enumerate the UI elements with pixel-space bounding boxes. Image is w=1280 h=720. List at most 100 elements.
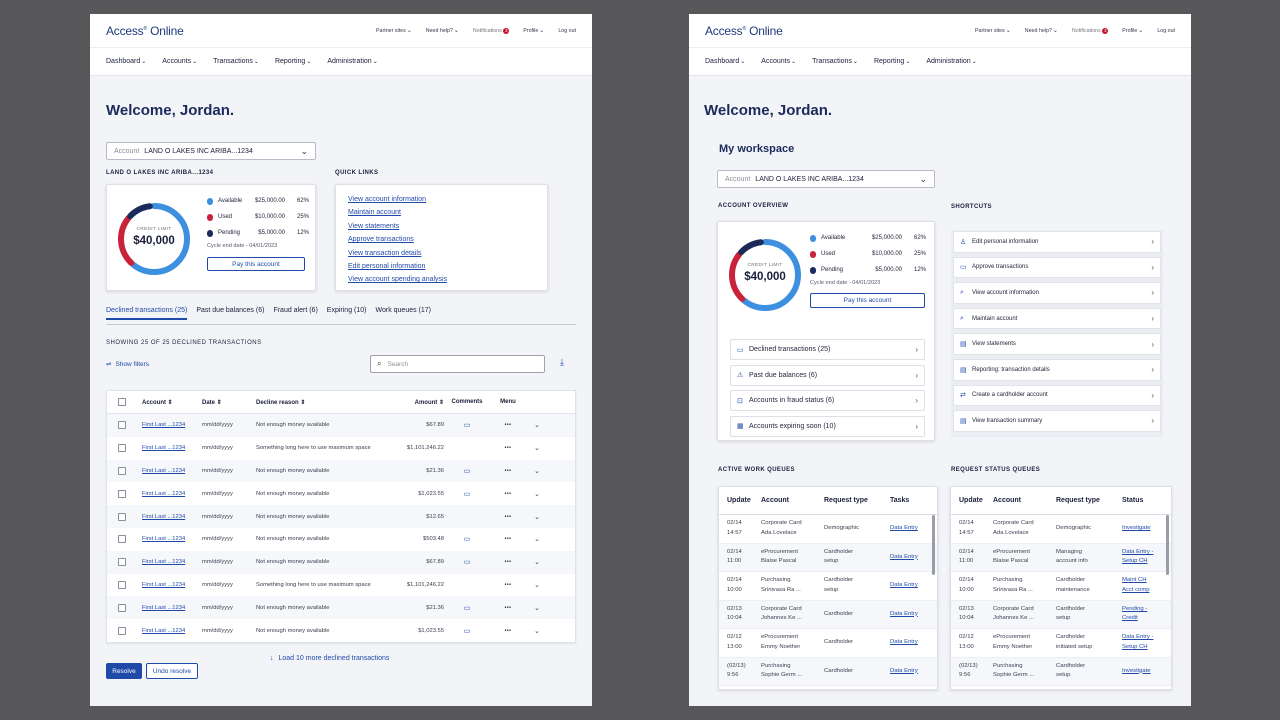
more-menu-icon[interactable]: ••• — [504, 445, 512, 452]
overview-link-declined[interactable]: ▭ Declined transactions (25) › — [730, 339, 925, 360]
tab-work-queues[interactable]: Work queues (17) — [375, 307, 431, 314]
account-select[interactable]: Account LAND O LAKES INC ARIBA...1234 ⌄ — [717, 170, 935, 188]
overview-link-past-due[interactable]: ⚠ Past due balances (6) › — [730, 364, 925, 386]
chevron-down-icon[interactable]: ⌄ — [534, 559, 540, 567]
quick-link-maintain-account[interactable]: Maintain account — [348, 209, 401, 217]
row-checkbox[interactable] — [118, 535, 126, 544]
nav-administration[interactable]: Administration — [926, 58, 976, 65]
more-menu-icon[interactable]: ••• — [504, 467, 512, 474]
logo[interactable]: Access® Online — [106, 23, 184, 38]
nav-dashboard[interactable]: Dashboard — [106, 58, 146, 65]
comment-icon[interactable]: ▭ — [463, 467, 471, 475]
overview-link-fraud[interactable]: ⊡ Accounts in fraud status (6) › — [730, 390, 925, 411]
undo-resolve-button[interactable]: Undo resolve — [146, 663, 198, 679]
load-more-button[interactable]: ↓ Load 10 more declined transactions — [270, 655, 389, 662]
task-link[interactable]: Investigate — [1122, 667, 1151, 674]
pay-account-button[interactable]: Pay this account — [810, 293, 925, 308]
quick-link-edit-personal[interactable]: Edit personal information — [348, 262, 426, 270]
account-link[interactable]: First Last ...1234 — [142, 536, 186, 543]
nav-accounts[interactable]: Accounts — [162, 58, 197, 65]
row-checkbox[interactable] — [118, 466, 126, 475]
chevron-down-icon[interactable]: ⌄ — [534, 604, 540, 612]
row-checkbox[interactable] — [118, 558, 126, 567]
task-link[interactable]: Investigate — [1122, 525, 1151, 531]
shortcut-item[interactable]: ⌕ Maintain account › — [953, 307, 1161, 330]
task-link[interactable]: Maint CH — [1122, 577, 1147, 584]
nav-administration[interactable]: Administration — [327, 58, 377, 65]
need-help-link[interactable]: Need help? — [426, 27, 459, 34]
account-link[interactable]: First Last ...1234 — [142, 581, 186, 588]
partner-sites-link[interactable]: Partner sites — [376, 27, 412, 34]
col-date[interactable]: Date ⇕ — [202, 399, 222, 406]
account-link[interactable]: First Last ...1234 — [142, 467, 186, 474]
tab-past-due[interactable]: Past due balances (6) — [196, 307, 265, 314]
show-filters-button[interactable]: ⇌ Show filters — [106, 360, 149, 369]
account-link[interactable]: First Last ...1234 — [142, 627, 186, 634]
nav-accounts[interactable]: Accounts — [761, 58, 796, 65]
scrollbar[interactable] — [932, 515, 935, 575]
chevron-down-icon[interactable]: ⌄ — [534, 536, 540, 544]
pay-account-button[interactable]: Pay this account — [207, 257, 305, 271]
col-account[interactable]: Account ⇕ — [142, 399, 173, 406]
chevron-down-icon[interactable]: ⌄ — [534, 513, 540, 521]
nav-dashboard[interactable]: Dashboard — [705, 58, 745, 65]
quick-link-view-statements[interactable]: View statements — [348, 222, 400, 230]
profile-menu[interactable]: Profile — [1122, 27, 1143, 34]
comment-icon[interactable]: ▭ — [463, 422, 471, 430]
tab-fraud[interactable]: Fraud alert (6) — [273, 307, 318, 314]
nav-transactions[interactable]: Transactions — [213, 58, 259, 65]
col-decline-reason[interactable]: Decline reason ⇕ — [256, 399, 306, 406]
quick-link-view-account[interactable]: View account information — [348, 196, 427, 203]
task-link[interactable]: Data Entry - — [1122, 548, 1154, 555]
chevron-down-icon[interactable]: ⌄ — [534, 581, 540, 589]
row-checkbox[interactable] — [118, 421, 126, 430]
nav-reporting[interactable]: Reporting — [874, 58, 910, 65]
account-link[interactable]: First Last ...1234 — [142, 422, 186, 429]
task-link[interactable]: Setup CH — [1122, 643, 1148, 650]
account-link[interactable]: First Last ...1234 — [142, 559, 186, 566]
need-help-link[interactable]: Need help? — [1025, 27, 1058, 34]
more-menu-icon[interactable]: ••• — [504, 604, 512, 611]
row-checkbox[interactable] — [118, 626, 126, 635]
col-amount[interactable]: Amount ⇕ — [414, 399, 444, 406]
comment-icon[interactable]: ▭ — [463, 490, 471, 498]
task-link[interactable]: Data Entry — [890, 553, 918, 560]
account-link[interactable]: First Last ...1234 — [142, 445, 186, 452]
shortcut-item[interactable]: ▤ View statements › — [953, 333, 1161, 355]
more-menu-icon[interactable]: ••• — [504, 536, 512, 543]
task-link[interactable]: Pending - — [1122, 605, 1148, 612]
quick-link-spending-analysis[interactable]: View account spending analysis — [348, 276, 448, 284]
overview-link-expiring[interactable]: ▦ Accounts expiring soon (10) › — [730, 415, 925, 437]
task-link[interactable]: Data Entry - — [1122, 634, 1154, 641]
nav-reporting[interactable]: Reporting — [275, 58, 311, 65]
account-link[interactable]: First Last ...1234 — [142, 604, 186, 611]
more-menu-icon[interactable]: ••• — [504, 559, 512, 566]
chevron-down-icon[interactable]: ⌄ — [534, 422, 540, 430]
account-link[interactable]: First Last ...1234 — [142, 513, 186, 520]
task-link[interactable]: Acct comp — [1122, 586, 1150, 593]
more-menu-icon[interactable]: ••• — [504, 581, 512, 588]
row-checkbox[interactable] — [118, 512, 126, 521]
nav-transactions[interactable]: Transactions — [812, 58, 858, 65]
chevron-down-icon[interactable]: ⌄ — [534, 490, 540, 498]
row-checkbox[interactable] — [118, 580, 126, 589]
shortcut-item[interactable]: ▭ Approve transactions › — [953, 256, 1161, 279]
task-link[interactable]: Data Entry — [890, 639, 918, 645]
profile-menu[interactable]: Profile — [523, 27, 544, 34]
row-checkbox[interactable] — [118, 444, 126, 453]
logo[interactable]: Access® Online — [705, 23, 783, 38]
shortcut-item[interactable]: ⇄ Create a cardholder account › — [953, 384, 1161, 407]
notifications-link[interactable]: Notifications 3 — [472, 27, 510, 34]
comment-icon[interactable]: ▭ — [463, 536, 471, 544]
download-icon[interactable]: ⤓ — [560, 357, 564, 367]
comment-icon[interactable]: ▭ — [463, 604, 471, 612]
resolve-button[interactable]: Resolve — [106, 663, 142, 679]
row-checkbox[interactable] — [118, 603, 126, 612]
tab-expiring[interactable]: Expiring (10) — [326, 307, 367, 314]
comment-icon[interactable]: ▭ — [463, 559, 471, 567]
logout-link[interactable]: Log out — [1157, 27, 1175, 34]
chevron-down-icon[interactable]: ⌄ — [534, 445, 540, 453]
account-select[interactable]: Account LAND O LAKES INC ARIBA...1234 ⌄ — [106, 142, 316, 160]
quick-link-transaction-details[interactable]: View transaction details — [348, 249, 422, 257]
search-input[interactable]: ⌕ Search — [370, 355, 545, 373]
